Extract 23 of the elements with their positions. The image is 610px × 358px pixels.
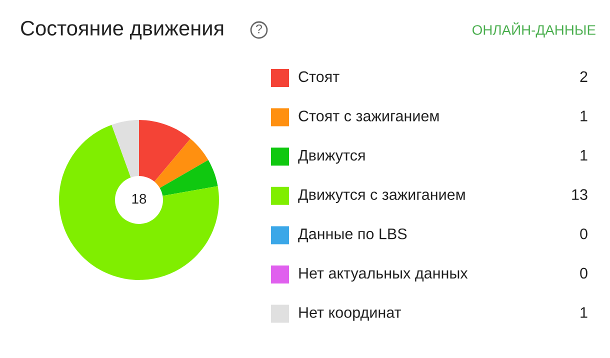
text: 0 <box>580 228 588 240</box>
text: ? <box>256 24 262 34</box>
donut-slice <box>154 138 208 188</box>
legend-label: Нет координат <box>299 307 402 321</box>
legend-label: Стоят <box>298 71 340 82</box>
data-label: 2 <box>580 71 588 82</box>
donut-slice <box>139 120 190 182</box>
data-label: 1 <box>580 150 588 161</box>
legend-label: Данные по LBS <box>298 228 407 242</box>
text: 0 <box>580 268 588 279</box>
text: 18 <box>132 194 146 204</box>
data-label: 13 <box>572 189 588 200</box>
data-label: 1 <box>580 110 588 122</box>
legend-label: Нет актуальных данных <box>299 268 468 282</box>
data-label: 1 <box>580 307 588 318</box>
legend-label: Движутся с зажиганием <box>298 189 465 204</box>
text: ОНЛАЙН-ДАННЫЕ <box>472 22 596 38</box>
donut-slice <box>160 160 218 196</box>
chart-title: Состояние движения <box>21 20 224 40</box>
donut-slice <box>112 120 139 178</box>
legend-label: Стоят с зажиганием <box>298 110 439 122</box>
donut-slice <box>59 124 219 280</box>
legend-label: Движутся <box>298 150 365 164</box>
